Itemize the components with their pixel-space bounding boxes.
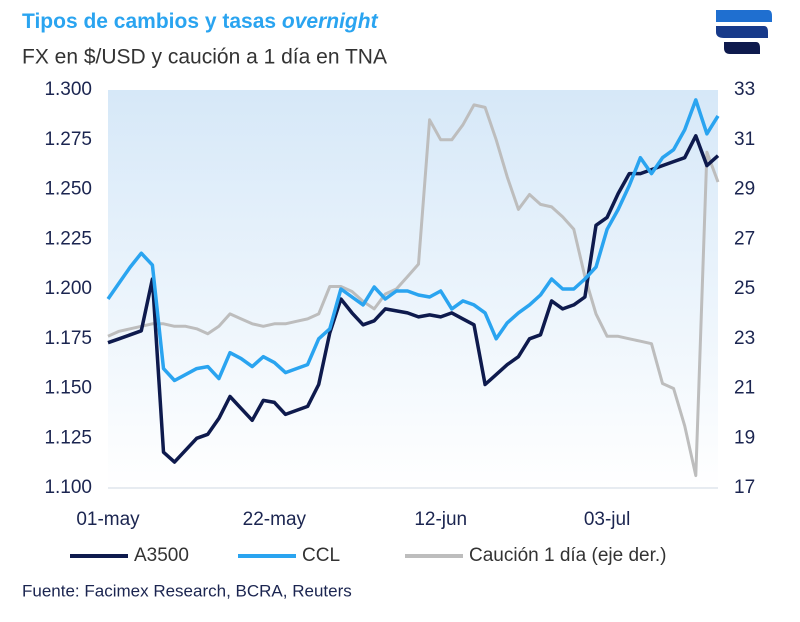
series-line xyxy=(106,98,720,383)
plot-area xyxy=(108,90,718,488)
y-tick-label: 1.150 xyxy=(44,378,92,399)
y-tick-label: 1.300 xyxy=(44,79,92,100)
y2-tick-label: 33 xyxy=(734,79,755,100)
y2-tick-label: 17 xyxy=(734,477,755,498)
x-tick-label: 12-jun xyxy=(414,509,467,530)
y-tick-label: 1.100 xyxy=(44,477,92,498)
y-tick-label: 1.125 xyxy=(44,427,92,448)
y2-tick-label: 23 xyxy=(734,328,755,349)
x-tick-label: 03-jul xyxy=(584,509,630,530)
y2-tick-label: 29 xyxy=(734,179,755,200)
legend-label: A3500 xyxy=(134,545,189,566)
x-tick-label: 22-may xyxy=(243,509,307,530)
y2-tick-label: 27 xyxy=(734,228,755,249)
y2-tick-label: 25 xyxy=(734,278,755,299)
source: Fuente: Facimex Research, BCRA, Reuters xyxy=(22,581,352,600)
y-tick-label: 1.200 xyxy=(44,278,92,299)
series-line xyxy=(107,134,720,464)
y-tick-label: 1.275 xyxy=(44,129,92,150)
y2-tick-label: 31 xyxy=(734,129,755,150)
logo xyxy=(716,10,772,54)
series-line xyxy=(107,103,720,478)
chart-subtitle: FX en $/USD y caución a 1 día en TNA xyxy=(22,46,387,69)
title-emphasis: overnight xyxy=(282,10,379,33)
y-tick-label: 1.250 xyxy=(44,179,92,200)
chart-title: Tipos de cambios y tasas overnight xyxy=(22,10,379,33)
y-tick-label: 1.175 xyxy=(44,328,92,349)
y2-tick-label: 21 xyxy=(734,378,755,399)
legend-label: Caución 1 día (eje der.) xyxy=(469,545,667,566)
y2-tick-label: 19 xyxy=(734,427,755,448)
y-tick-label: 1.225 xyxy=(44,228,92,249)
x-tick-label: 01-may xyxy=(76,509,140,530)
legend-label: CCL xyxy=(302,545,340,566)
title-main: Tipos de cambios y tasas xyxy=(22,10,276,33)
